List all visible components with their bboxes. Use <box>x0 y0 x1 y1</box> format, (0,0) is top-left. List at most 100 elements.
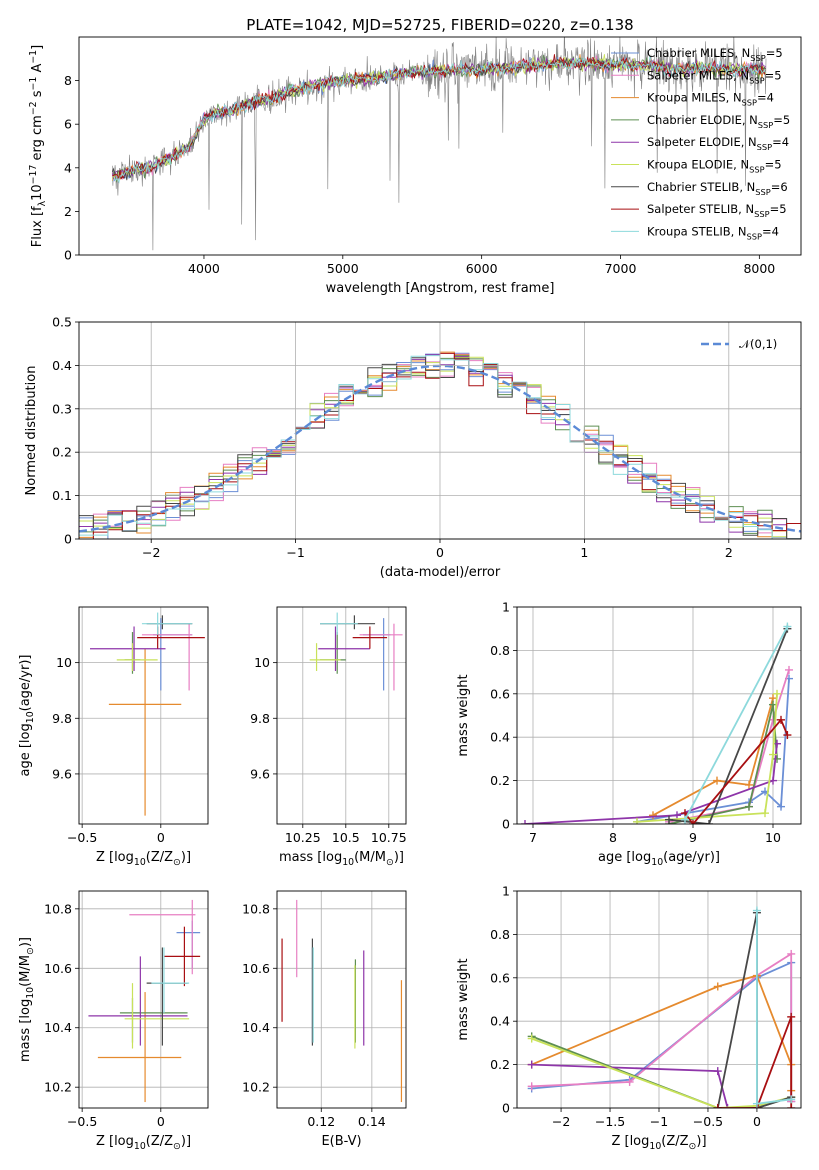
spectrum-ytick-label: 0 <box>64 248 72 263</box>
residuals-ylabel: Normed distribution <box>24 366 39 496</box>
weight-point-marker <box>521 820 529 824</box>
age-vs-mass-xtick-label: 10.5 <box>332 830 360 845</box>
age-vs-Z-frame <box>78 606 209 825</box>
weight-vs-age-ytick-label: 0.4 <box>490 730 510 745</box>
weight-point-marker <box>773 754 781 763</box>
errorbar-point <box>108 648 182 816</box>
weight-series-line <box>668 669 790 823</box>
residuals-frame <box>78 321 802 540</box>
spectrum-legend: Chabrier MILES, NSSP=5 Salpeter MILES, NS… <box>611 46 790 241</box>
weight-point-marker <box>673 811 681 820</box>
weight-series-line <box>531 961 793 1102</box>
weight-vs-Z-ytick-label: 1 <box>502 884 510 899</box>
mass-vs-Z-ytick-label: 10.8 <box>44 901 72 916</box>
residuals-ytick-label: 0.4 <box>52 358 72 373</box>
legend-entry: 𝒩(0,1) <box>739 337 777 351</box>
legend-entry: Chabrier ELODIE, NSSP=5 <box>647 113 790 130</box>
legend-entry: Kroupa MILES, NSSP=4 <box>647 91 774 108</box>
legend-entry: Kroupa ELODIE, NSSP=5 <box>647 158 782 175</box>
mass-vs-Z-xlabel: Z [log10(Z/Z⊙)] <box>96 1134 191 1152</box>
weight-vs-Z-axes: −2 −1.5 −1 −0.5 0 0 0.2 0.4 0.6 0.8 1 Z [log10(Z/Z⊙… <box>456 884 801 1152</box>
weight-point-marker <box>713 776 721 785</box>
residuals-axes: −2 −1 0 1 2 0 0.1 0.2 0.3 0.4 0.5 (data-model)/erro… <box>24 315 801 580</box>
weight-series-line <box>652 697 774 817</box>
weight-series-line <box>717 1016 793 1108</box>
errorbar-point <box>309 643 341 671</box>
age-vs-Z-axes: −0.5 0 9.6 9.8 10 Z [log10(Z/Z⊙)] age [log10(a… <box>18 607 208 868</box>
weight-vs-Z-ylabel: mass weight <box>456 958 471 1040</box>
age-vs-Z-plot <box>90 612 205 816</box>
weight-point-marker <box>745 780 753 789</box>
legend-entry: Salpeter MILES, NSSP=5 <box>647 68 782 85</box>
weight-point-marker <box>713 1104 722 1108</box>
weight-vs-age-xtick-label: 9 <box>689 830 697 845</box>
weight-point-marker <box>787 1104 796 1108</box>
mass-vs-Z-ytick-label: 10.6 <box>44 961 72 976</box>
errorbar-point <box>119 998 188 1043</box>
mass-vs-EBV-ytick-label: 10.8 <box>242 901 270 916</box>
age-vs-mass-xtick-label: 10.25 <box>285 830 321 845</box>
weight-point-marker <box>787 1095 796 1104</box>
errorbar-point <box>320 615 376 630</box>
mass-vs-Z-ytick-label: 10.4 <box>44 1020 72 1035</box>
weight-vs-age-ytick-label: 1 <box>502 600 510 615</box>
errorbar-point <box>146 947 188 1046</box>
residuals-xtick-label: 1 <box>580 545 588 560</box>
errorbar-point <box>152 618 193 691</box>
mass-vs-EBV-ytick-label: 10.6 <box>242 961 270 976</box>
spectrum-xtick-label: 6000 <box>466 261 498 276</box>
age-vs-Z-ylabel: age [log10(age/yr)] <box>18 655 36 777</box>
weight-point-marker <box>787 1012 796 1021</box>
mass-vs-Z-plot <box>88 899 201 1103</box>
weight-vs-Z-xtick-label: −1.5 <box>595 1114 625 1129</box>
weight-point-marker <box>745 802 753 811</box>
spectrum-ytick-label: 8 <box>64 73 72 88</box>
spectrum-xlabel: wavelength [Angstrom, rest frame] <box>326 281 555 296</box>
weight-point-marker <box>705 820 713 824</box>
mass-vs-EBV-frame <box>276 890 407 1109</box>
weight-vs-Z-xtick-label: −1 <box>650 1114 668 1129</box>
weight-series-line <box>716 912 792 1108</box>
errorbar-point <box>146 615 193 630</box>
mass-vs-EBV-xlabel: E(B-V) <box>321 1134 361 1149</box>
legend-entry: Chabrier STELIB, NSSP=6 <box>647 180 788 197</box>
weight-vs-age-ytick-label: 0.8 <box>490 643 510 658</box>
weight-vs-age-xtick-label: 7 <box>529 830 537 845</box>
weight-vs-age-xlabel: age [log10(age/yr)] <box>598 850 720 868</box>
weight-series-line <box>531 1063 757 1108</box>
weight-vs-Z-xtick-label: 0 <box>753 1114 761 1129</box>
weight-point-marker <box>761 809 769 818</box>
weight-point-marker <box>633 817 641 824</box>
weight-point-marker <box>527 1082 536 1091</box>
weight-series-line <box>684 626 789 821</box>
weight-series-line <box>636 693 778 823</box>
spectrum-frame <box>78 36 802 256</box>
spectrum-ytick-label: 2 <box>64 204 72 219</box>
weight-vs-Z-ytick-label: 0 <box>502 1101 510 1116</box>
spectrum-ylabel: Flux [fλ10−17 erg cm−2 s−1 A−1] <box>28 45 48 247</box>
errorbar-point <box>318 626 370 671</box>
legend-entry: Kroupa STELIB, NSSP=4 <box>647 224 779 241</box>
age-vs-mass-ytick-label: 9.8 <box>250 711 270 726</box>
spectrum-ytick-label: 6 <box>64 117 72 132</box>
age-vs-mass-frame <box>276 606 407 825</box>
residuals-xtick-label: −2 <box>142 545 160 560</box>
spectrum-model-line <box>112 54 766 180</box>
weight-vs-Z-xlabel: Z [log10(Z/Z⊙)] <box>611 1134 706 1152</box>
weight-point-marker <box>649 811 657 820</box>
age-vs-mass-ytick-label: 9.6 <box>250 766 270 781</box>
weight-point-marker <box>777 715 785 724</box>
spectrum-xtick-label: 4000 <box>188 261 220 276</box>
residuals-ytick-label: 0.1 <box>52 488 72 503</box>
errorbar-point <box>363 618 391 691</box>
weight-vs-Z-frame <box>516 890 802 1109</box>
mass-vs-Z-frame <box>78 890 209 1109</box>
weight-vs-Z-ytick-label: 0.4 <box>490 1014 510 1029</box>
age-vs-mass-xtick-label: 10.75 <box>371 830 407 845</box>
weight-vs-age-ytick-label: 0 <box>502 817 510 832</box>
errorbar-point <box>137 626 205 649</box>
age-vs-mass-xlabel: mass [log10(M/M⊙)] <box>279 850 404 868</box>
mass-vs-EBV-xtick-label: 0.12 <box>307 1114 335 1129</box>
weight-point-marker <box>689 820 697 824</box>
mass-vs-EBV-xtick-label: 0.14 <box>358 1114 386 1129</box>
